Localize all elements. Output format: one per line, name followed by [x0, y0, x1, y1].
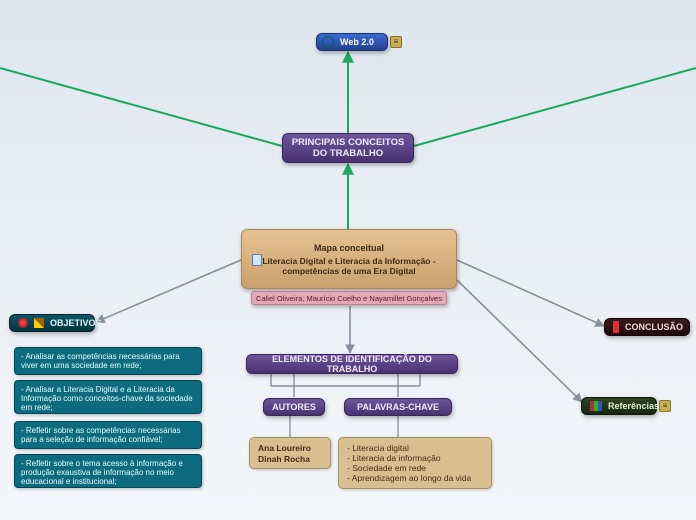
objetivos-node[interactable]: OBJETIVOS — [9, 314, 95, 332]
note-icon[interactable]: ≡ — [390, 36, 402, 48]
target-icon — [18, 318, 28, 328]
objetivo-text: - Refletir sobre o tema acesso à informa… — [21, 459, 183, 486]
autores-names: Ana Loureiro Dinah Rocha — [258, 443, 311, 464]
conceitos-label: PRINCIPAIS CONCEITOS DO TRABALHO — [291, 137, 405, 159]
exclamation-icon — [613, 321, 619, 333]
palavras-node[interactable]: PALAVRAS-CHAVE — [344, 398, 452, 416]
objetivo-text: - Analisar as competências necessárias p… — [21, 352, 180, 370]
authors-text: Caliel Oliveira, Maurício Coelho e Nayam… — [256, 294, 442, 303]
web20-label: Web 2.0 — [340, 37, 374, 47]
palavras-label: PALAVRAS-CHAVE — [357, 402, 439, 412]
conceitos-node[interactable]: PRINCIPAIS CONCEITOS DO TRABALHO — [282, 133, 414, 163]
autores-label: AUTORES — [272, 402, 316, 412]
elementos-node[interactable]: ELEMENTOS DE IDENTIFICAÇÃO DO TRABALHO — [246, 354, 458, 374]
central-subtitle: Literacia Digital e Literacia da Informa… — [256, 256, 442, 276]
document-icon — [252, 254, 262, 266]
objetivo-item: - Refletir sobre o tema acesso à informa… — [14, 454, 202, 488]
palavras-detail: - Literacia digital - Literacia da infor… — [338, 437, 492, 489]
conclusao-label: CONCLUSÃO — [625, 322, 683, 332]
central-node[interactable]: Mapa conceitual Literacia Digital e Lite… — [241, 229, 457, 289]
conclusao-node[interactable]: CONCLUSÃO — [604, 318, 690, 336]
palavra-item: - Literacia digital — [347, 443, 483, 453]
referencias-node[interactable]: Referências — [581, 397, 657, 415]
objetivo-item: - Analisar as competências necessárias p… — [14, 347, 202, 375]
objetivo-item: - Refletir sobre as competências necessá… — [14, 421, 202, 449]
autores-node[interactable]: AUTORES — [263, 398, 325, 416]
books-icon — [590, 401, 602, 411]
palavra-item: - Aprendizagem ao longo da vida — [347, 473, 483, 483]
note-icon[interactable]: ≡ — [659, 400, 671, 412]
autores-detail: Ana Loureiro Dinah Rocha — [249, 437, 331, 469]
objetivo-item: - Analisar a Literacia Digital e a Liter… — [14, 380, 202, 414]
web20-node[interactable]: Web 2.0 — [316, 33, 388, 51]
objetivo-text: - Refletir sobre as competências necessá… — [21, 426, 181, 444]
central-title: Mapa conceitual — [314, 243, 384, 253]
pencil-icon — [34, 318, 44, 328]
authors-strip: Caliel Oliveira, Maurício Coelho e Nayam… — [251, 291, 447, 305]
objetivos-label: OBJETIVOS — [50, 318, 102, 328]
palavra-item: - Literacia da informação — [347, 453, 483, 463]
globe-icon — [322, 36, 334, 48]
elementos-label: ELEMENTOS DE IDENTIFICAÇÃO DO TRABALHO — [255, 354, 449, 374]
objetivo-text: - Analisar a Literacia Digital e a Liter… — [21, 385, 193, 412]
palavra-item: - Sociedade em rede — [347, 463, 483, 473]
referencias-label: Referências — [608, 401, 659, 411]
